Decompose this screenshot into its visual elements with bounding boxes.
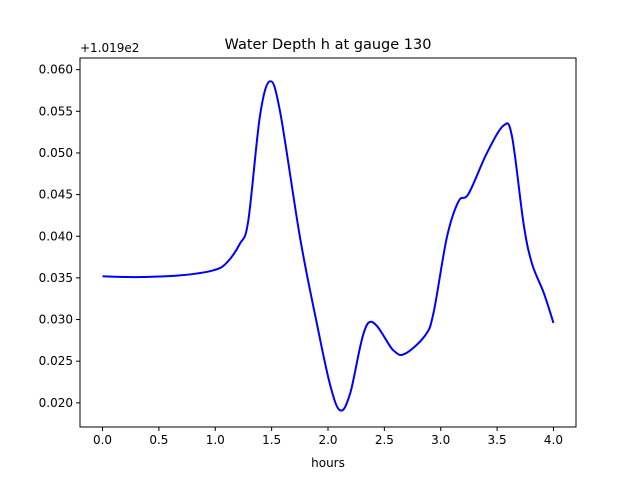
x-tick-label: 0.0	[93, 433, 112, 447]
y-tick-label: 0.055	[39, 104, 73, 118]
y-tick-label: 0.035	[39, 271, 73, 285]
x-axis-label: hours	[311, 456, 345, 470]
x-tick-label: 1.0	[206, 433, 225, 447]
x-tick-label: 1.5	[262, 433, 281, 447]
y-tick-label: 0.020	[39, 396, 73, 410]
x-tick-label: 2.5	[375, 433, 394, 447]
y-offset-label: +1.019e2	[80, 41, 139, 55]
x-tick-label: 3.0	[431, 433, 450, 447]
y-tick-label: 0.030	[39, 313, 73, 327]
y-tick-label: 0.040	[39, 229, 73, 243]
y-tick-label: 0.045	[39, 188, 73, 202]
x-tick-label: 4.0	[544, 433, 563, 447]
chart-title: Water Depth h at gauge 130	[225, 37, 432, 53]
y-tick-label: 0.025	[39, 354, 73, 368]
x-tick-label: 0.5	[149, 433, 168, 447]
x-tick-label: 2.0	[318, 433, 337, 447]
x-tick-label: 3.5	[488, 433, 507, 447]
y-tick-label: 0.060	[39, 63, 73, 77]
y-tick-label: 0.050	[39, 146, 73, 160]
plot-frame	[79, 57, 577, 428]
series-line-h	[102, 80, 555, 412]
